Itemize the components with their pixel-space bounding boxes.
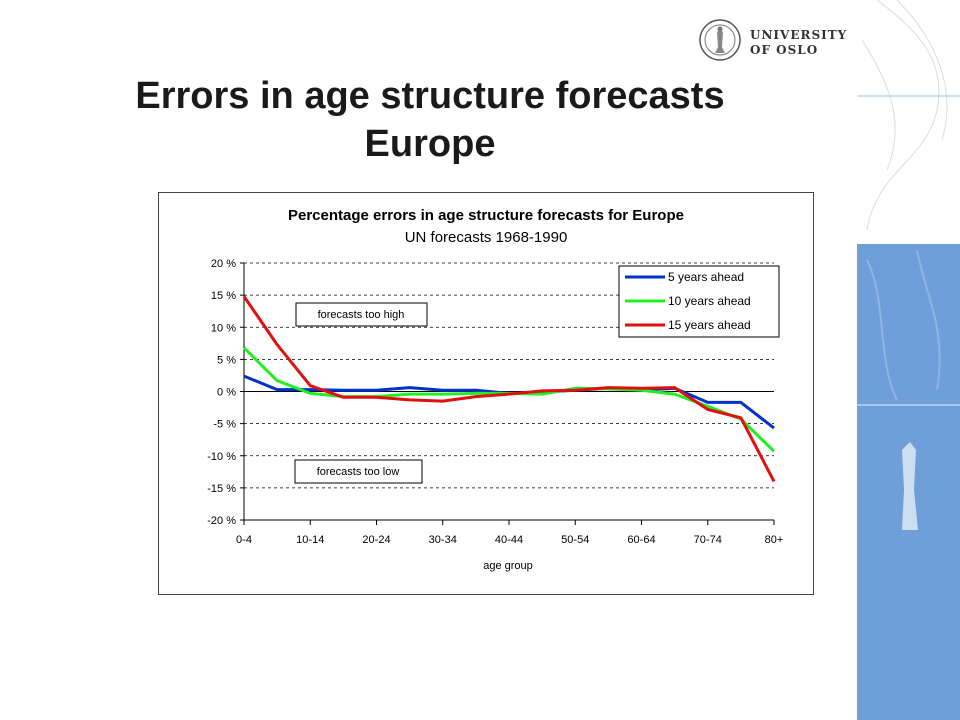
y-tick-label: 0 % xyxy=(217,387,236,399)
y-tick-label: -10 % xyxy=(207,451,236,463)
line-chart: Percentage errors in age structure forec… xyxy=(207,207,783,572)
y-tick-label: -15 % xyxy=(207,483,236,495)
y-tick-label: -5 % xyxy=(213,419,236,431)
legend-label: 5 years ahead xyxy=(668,270,744,284)
wordmark-line1: UNIVERSITY xyxy=(750,28,848,42)
x-tick-label: 60-64 xyxy=(627,534,655,546)
legend-label: 15 years ahead xyxy=(668,318,751,332)
decorative-side-band xyxy=(857,0,960,720)
annotation-too-high: forecasts too high xyxy=(295,302,428,327)
annotation-too-low: forecasts too low xyxy=(294,459,423,484)
y-tick-label: -20 % xyxy=(207,515,236,527)
wordmark-line2: OF OSLO xyxy=(750,43,819,57)
legend-label: 10 years ahead xyxy=(668,294,751,308)
chart-legend: 5 years ahead 10 years ahead 15 years ahea… xyxy=(618,265,780,338)
x-tick-label: 20-24 xyxy=(362,534,390,546)
annotation-too-low-label: forecasts too low xyxy=(317,466,400,478)
x-tick-label: 70-74 xyxy=(694,534,722,546)
title-line-2: Europe xyxy=(364,123,496,165)
y-tick-label: 15 % xyxy=(211,290,236,302)
chart-frame: Percentage errors in age structure forec… xyxy=(158,192,814,595)
y-tick-label: 10 % xyxy=(211,322,236,334)
title-line-1: Errors in age structure forecasts xyxy=(135,75,725,117)
annotation-too-high-label: forecasts too high xyxy=(318,309,405,321)
series-line-15-years-ahead xyxy=(242,295,776,483)
y-tick-label: 5 % xyxy=(217,354,236,366)
university-seal-icon xyxy=(699,19,741,61)
x-tick-label: 10-14 xyxy=(296,534,324,546)
chart-subtitle: UN forecasts 1968-1990 xyxy=(405,229,568,246)
x-tick-label: 50-54 xyxy=(561,534,589,546)
university-wordmark: UNIVERSITY OF OSLO xyxy=(750,28,847,58)
y-tick-labels: 20 % 15 % 10 % 5 % 0 % -5 % -10 % -15 % -20 % xyxy=(207,258,236,527)
x-tick-label: 30-34 xyxy=(429,534,457,546)
x-axis-label: age group xyxy=(483,560,533,572)
series-lines xyxy=(242,295,776,483)
x-tick-label: 0-4 xyxy=(236,534,252,546)
x-tick-label: 80+ xyxy=(765,534,784,546)
y-tick-label: 20 % xyxy=(211,258,236,270)
grid-lines xyxy=(244,262,774,489)
chart-title: Percentage errors in age structure forec… xyxy=(288,207,684,224)
page-title: Errors in age structure forecasts Europe xyxy=(40,72,820,168)
x-tick-label: 40-44 xyxy=(495,534,523,546)
x-tick-labels: 0-4 10-14 20-24 30-34 40-44 50-54 60-64 70-74 80… xyxy=(236,534,783,546)
university-logo: UNIVERSITY OF OSLO xyxy=(698,18,848,68)
